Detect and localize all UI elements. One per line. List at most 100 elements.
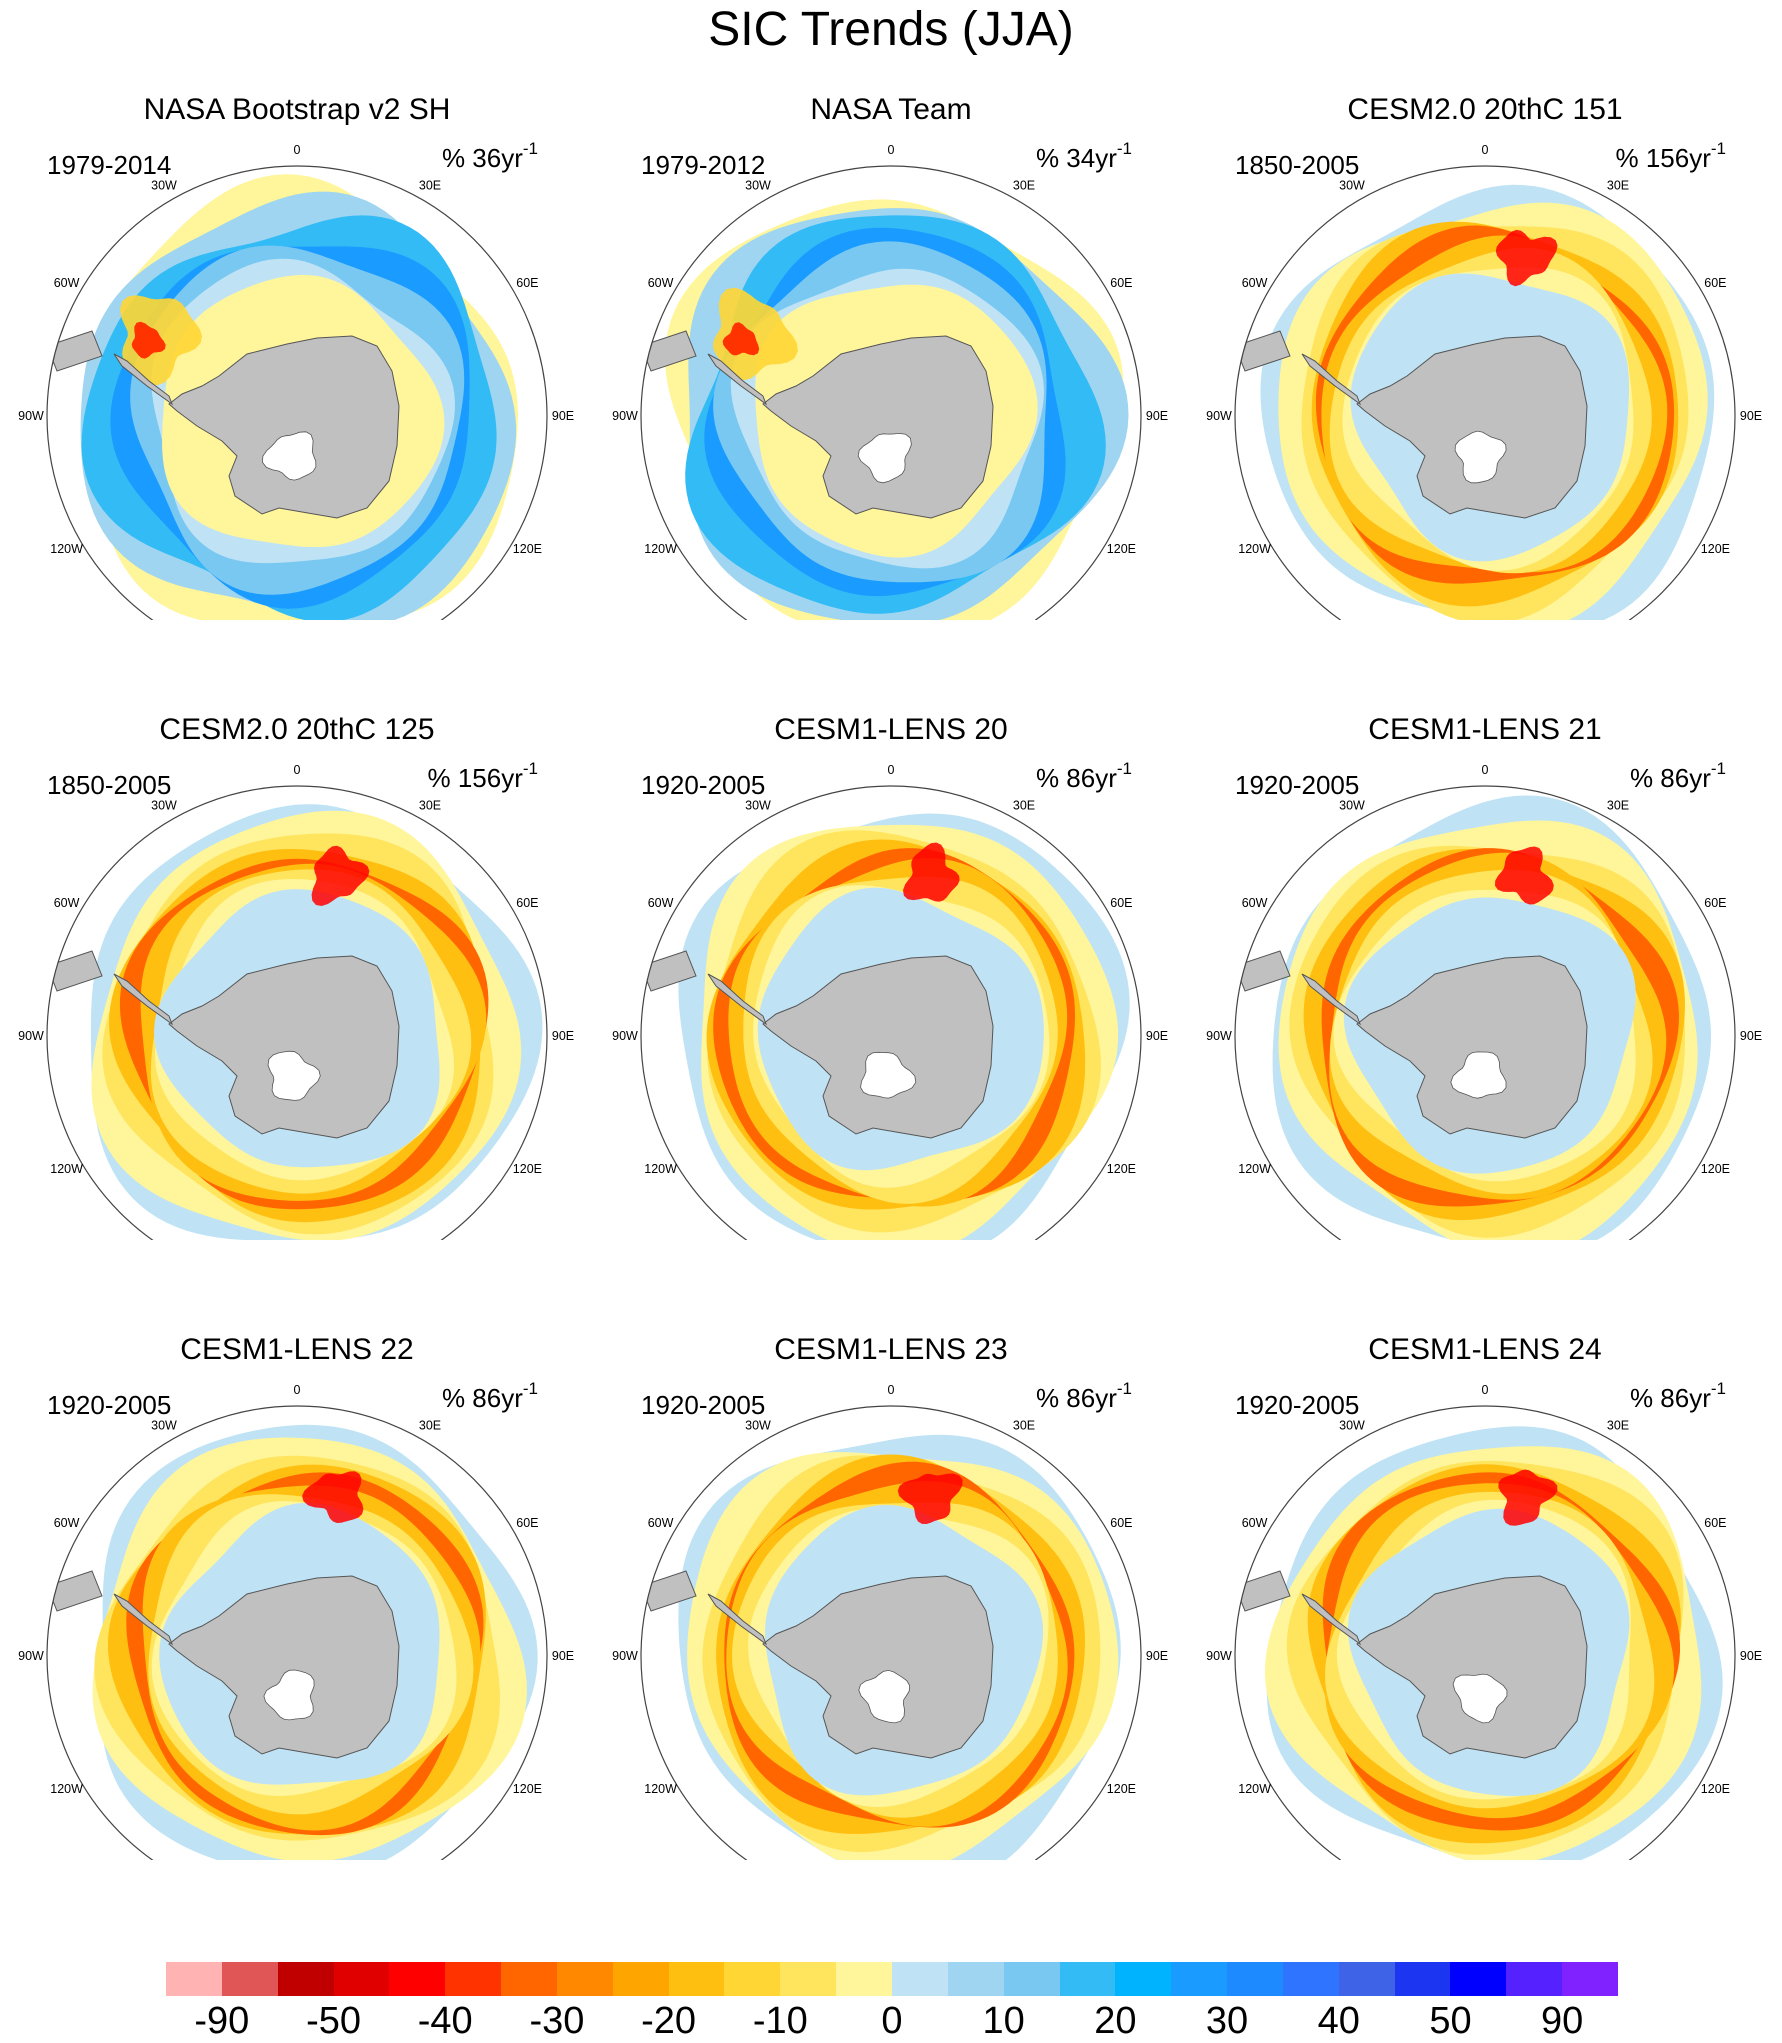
longitude-label: 90W [18, 409, 44, 423]
longitude-label: 120E [513, 542, 542, 556]
longitude-label: 60W [1242, 276, 1268, 290]
antarctic-peninsula [1301, 353, 1362, 406]
longitude-label: 120W [1238, 1782, 1271, 1796]
period-label: 1979-2012 [641, 150, 766, 180]
polar-map: 030E60E90E120E150E180150W120W90W60W30W [18, 1383, 574, 1860]
map-panel: 030E60E90E120E150E180150W120W90W60W30W CE… [1188, 620, 1782, 1240]
map-panel: 030E60E90E120E150E180150W120W90W60W30W CE… [0, 1240, 594, 1860]
units-exponent: -1 [522, 139, 538, 158]
antarctica-landmass [1356, 335, 1588, 519]
map-boundary [640, 785, 1142, 1240]
colorbar-tick-label: -10 [752, 2000, 808, 2042]
map-panel: 030E60E90E120E150E180150W120W90W60W30WCE… [594, 1240, 1188, 1860]
polar-map: 030E60E90E120E150E180150W120W90W60W30W [18, 763, 574, 1240]
longitude-label: 30E [1013, 799, 1035, 813]
longitude-label: 0 [294, 763, 301, 777]
colorbar-swatch [668, 1962, 725, 1996]
units-label: % 34yr-1 [1036, 139, 1132, 174]
longitude-label: 60E [516, 896, 538, 910]
colorbar-swatch [1394, 1962, 1451, 1996]
longitude-label: 90E [1146, 409, 1168, 423]
longitude-label: 30W [1339, 179, 1365, 193]
sic-trend-contour [722, 322, 760, 356]
antarctic-peninsula [707, 353, 768, 406]
panel-title: CESM1-LENS 22 [180, 1333, 414, 1366]
longitude-label: 30W [745, 799, 771, 813]
longitude-label: 120W [50, 1162, 83, 1176]
units-exponent: -1 [1116, 139, 1132, 158]
ross-ice-shelf [1452, 1673, 1508, 1724]
longitude-label: 120W [1238, 542, 1271, 556]
antarctic-peninsula [113, 973, 174, 1026]
longitude-label: 60E [1704, 276, 1726, 290]
longitude-label: 30W [151, 1419, 177, 1433]
longitude-label: 90W [1206, 1649, 1232, 1663]
colorbar-swatch [947, 1962, 1004, 1996]
longitude-label: 0 [888, 143, 895, 157]
units-label: % 36yr-1 [441, 139, 538, 174]
colorbar-swatch [1171, 1962, 1228, 1996]
antarctica-landmass [762, 1575, 994, 1759]
antarctic-peninsula [1301, 973, 1362, 1026]
sic-trend-contour [1495, 846, 1554, 905]
longitude-label: 90E [1740, 409, 1762, 423]
units-exponent: -1 [1710, 1379, 1726, 1398]
antarctica-landmass [762, 955, 994, 1139]
polar-map: 030E60E90E120E150E180150W120W90W60W30W [612, 763, 1168, 1240]
longitude-label: 90W [18, 1649, 44, 1663]
colorbar-swatch [1003, 1962, 1060, 1996]
period-label: 1979-2014 [47, 150, 172, 180]
panel-title: CESM2.0 20thC 125 [159, 713, 435, 746]
longitude-label: 90E [1740, 1029, 1762, 1043]
longitude-label: 90E [552, 409, 574, 423]
longitude-label: 90W [612, 1029, 638, 1043]
units-base: % 36yr [441, 143, 523, 173]
antarctic-peninsula [113, 1593, 174, 1646]
longitude-label: 30W [1339, 799, 1365, 813]
units-exponent: -1 [1116, 759, 1132, 778]
units-exponent: -1 [1710, 759, 1726, 778]
colorbar-swatch [1059, 1962, 1116, 1996]
sic-trend-contour [713, 287, 798, 381]
units-base: % 156yr [1615, 143, 1711, 173]
colorbar-swatch [556, 1962, 613, 1996]
longitude-label: 60E [1704, 1516, 1726, 1530]
longitude-label: 90W [612, 409, 638, 423]
polar-map: 030E60E90E120E150E180150W120W90W60W30W [1206, 763, 1762, 1240]
polar-map: 030E60E90E120E150E180150W120W90W60W30W [612, 143, 1168, 620]
longitude-label: 0 [1482, 763, 1489, 777]
ross-ice-shelf [267, 1050, 321, 1101]
longitude-label: 60E [1110, 896, 1132, 910]
sic-trend-contour [1495, 229, 1558, 287]
longitude-label: 0 [294, 143, 301, 157]
colorbar-tick-label: 50 [1429, 2000, 1472, 2042]
longitude-label: 90E [1740, 1649, 1762, 1663]
colorbar-swatch [780, 1962, 837, 1996]
longitude-label: 120E [1701, 542, 1730, 556]
longitude-label: 120W [1238, 1162, 1271, 1176]
longitude-label: 120E [513, 1162, 542, 1176]
south-america-landmass [641, 950, 697, 992]
polar-map: 030E60E90E120E150E180150W120W90W60W30W [612, 1383, 1168, 1860]
map-boundary [1234, 785, 1736, 1240]
longitude-label: 0 [888, 1383, 895, 1397]
longitude-label: 30E [1013, 1419, 1035, 1433]
map-boundary [46, 1405, 548, 1860]
antarctic-peninsula [113, 353, 174, 406]
longitude-label: 60E [1110, 276, 1132, 290]
colorbar-swatch [724, 1962, 781, 1996]
figure-title: SIC Trends (JJA) [708, 3, 1074, 56]
colorbar-tick-label: -90 [194, 2000, 250, 2042]
period-label: 1920-2005 [1235, 770, 1360, 800]
period-label: 1920-2005 [47, 1390, 172, 1420]
units-base: % 86yr [441, 1383, 523, 1413]
map-panel: 030E60E90E120E150E180150W120W90W60W30WCE… [1188, 1240, 1782, 1860]
period-label: 1920-2005 [641, 770, 766, 800]
longitude-label: 60W [1242, 1516, 1268, 1530]
antarctic-peninsula [1301, 1593, 1362, 1646]
longitude-label: 90W [1206, 409, 1232, 423]
colorbar-swatch [1115, 1962, 1172, 1996]
longitude-label: 60W [648, 1516, 674, 1530]
polar-map: 030E60E90E120E150E180150W120W90W60W30W [1206, 143, 1762, 620]
panel-title: CESM1-LENS 21 [1368, 713, 1602, 746]
